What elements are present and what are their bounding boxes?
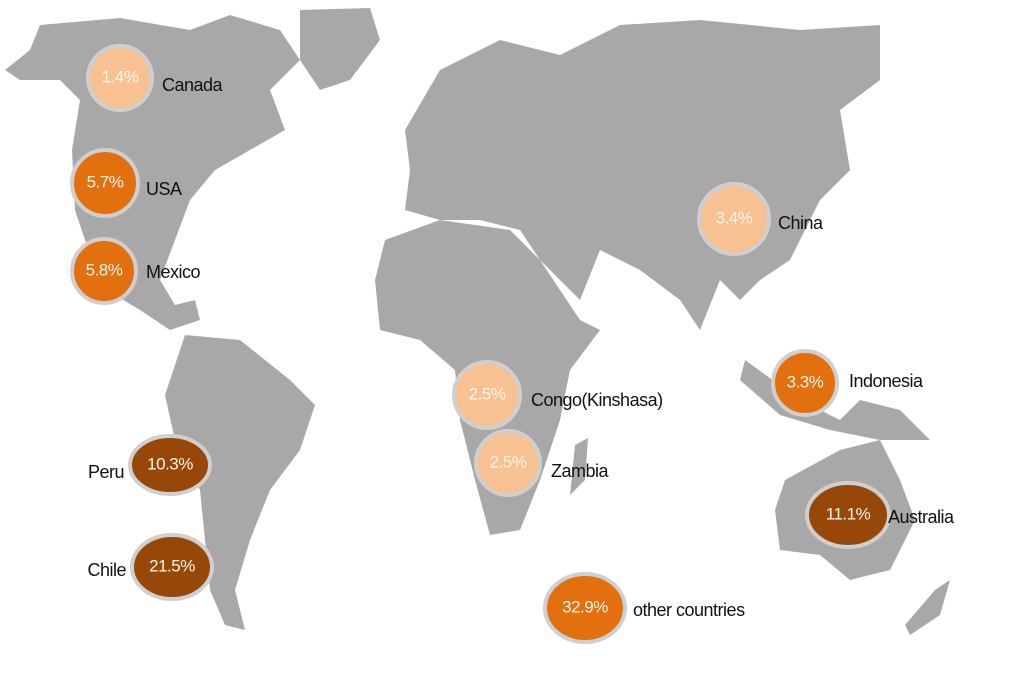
- share-value: 32.9%: [562, 597, 608, 616]
- share-value: 1.4%: [102, 67, 139, 86]
- share-bubble: [771, 349, 839, 417]
- greenland: [300, 8, 380, 90]
- country-label: Congo(Kinshasa): [531, 390, 663, 410]
- country-label: other countries: [633, 600, 745, 620]
- share-value: 2.5%: [469, 384, 506, 403]
- share-value: 11.1%: [826, 504, 871, 523]
- country-label: Peru: [88, 462, 124, 482]
- share-value: 10.3%: [147, 454, 193, 473]
- share-bubble: [805, 481, 891, 549]
- share-bubble: [452, 360, 522, 430]
- continents: [5, 8, 950, 635]
- share-bubble: [86, 44, 154, 112]
- country-label: Zambia: [551, 461, 610, 481]
- share-bubble: [128, 434, 212, 496]
- country-label: Indonesia: [849, 371, 924, 391]
- share-value: 21.5%: [149, 556, 195, 575]
- share-bubble: [697, 182, 771, 256]
- share-value: 5.8%: [86, 260, 123, 279]
- country-label: Mexico: [146, 262, 201, 282]
- south-america: [165, 335, 315, 630]
- country-label: USA: [146, 179, 182, 199]
- country-label: Australia: [888, 507, 955, 527]
- share-bubble: [70, 237, 138, 305]
- southeast-asia: [740, 360, 930, 440]
- share-value: 3.3%: [787, 372, 824, 391]
- share-value: 2.5%: [490, 452, 527, 471]
- share-value: 3.4%: [716, 208, 753, 227]
- share-bubble: [130, 533, 214, 601]
- markers: 1.4% Canada 5.7% USA 5.8% Mexico 10.3% Peru 21.5…: [70, 44, 956, 644]
- eurasia: [405, 20, 880, 330]
- country-label: Canada: [162, 75, 224, 95]
- share-bubble: [70, 148, 140, 218]
- country-label: Chile: [87, 560, 126, 580]
- share-value: 5.7%: [87, 172, 124, 191]
- country-label: China: [778, 213, 824, 233]
- new-zealand: [905, 580, 950, 635]
- north-america: [5, 15, 300, 330]
- share-bubble: [543, 572, 627, 644]
- share-bubble: [474, 429, 542, 497]
- madagascar: [570, 438, 588, 495]
